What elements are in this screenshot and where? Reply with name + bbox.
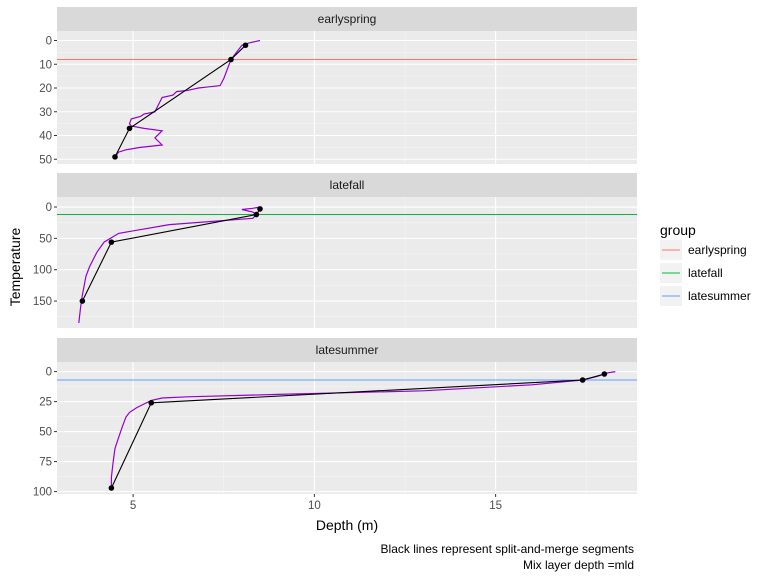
segment-line-latefall — [81, 208, 261, 302]
facet-strip-label: latefall — [330, 178, 365, 192]
segment-point — [601, 371, 608, 377]
segment-point — [112, 154, 118, 160]
facet-strip-label: earlyspring — [318, 12, 377, 26]
panel-background — [57, 31, 637, 164]
y-tick-label: 25 — [39, 397, 52, 409]
segment-point — [253, 211, 260, 218]
x-tick-label: 15 — [489, 500, 502, 512]
facet-panel-latesummer: latesummer 0 25 50 75 100 — [33, 338, 637, 499]
segment-point — [148, 400, 155, 406]
y-tick-label: 30 — [39, 107, 52, 119]
facet-strip-label: latesummer — [316, 343, 379, 357]
y-tick-label: 20 — [39, 83, 52, 95]
y-tick-label: 40 — [39, 131, 52, 143]
facet-panels: earlyspring01020304050latefall050100150l… — [33, 7, 637, 499]
segment-point — [126, 125, 133, 132]
segment-point — [579, 377, 586, 383]
panel-background — [57, 197, 637, 328]
y-tick-label: 0 — [46, 36, 52, 48]
caption-line-1: Black lines represent split-and-merge se… — [381, 542, 634, 556]
y-tick-label: 0 — [46, 202, 52, 214]
segment-point — [242, 42, 249, 49]
segment-point — [257, 206, 263, 212]
legend-label-latefall: latefall — [688, 266, 723, 280]
facet-panel-earlyspring: earlyspring 0 10 20 30 40 50 — [39, 7, 637, 166]
legend-label-earlyspring: earlyspring — [688, 243, 747, 257]
caption-line-2: Mix layer depth =mld — [523, 558, 634, 572]
facet-strip — [57, 338, 637, 362]
segment-line-latesummer — [110, 373, 605, 489]
y-axis-title: Temperature — [7, 227, 23, 306]
y-tick-label: 150 — [33, 296, 52, 308]
temperature-profile-latefall — [78, 206, 261, 324]
y-tick-label: 100 — [33, 487, 52, 499]
y-tick-label: 100 — [33, 265, 52, 277]
y-tick-label: 50 — [39, 154, 52, 166]
y-tick-label: 0 — [46, 367, 52, 379]
y-tick-label: 50 — [39, 427, 52, 439]
segment-point — [108, 485, 115, 491]
legend-label-latesummer: latesummer — [688, 289, 751, 303]
segment-point — [228, 56, 234, 63]
facet-panel-latefall: latefall 0 50 100 150 — [33, 173, 637, 328]
x-axis-title: Depth (m) — [316, 517, 378, 533]
segment-point — [79, 298, 86, 304]
y-tick-label: 75 — [39, 457, 52, 469]
y-tick-label: 50 — [39, 233, 52, 245]
legend-title: group — [660, 222, 696, 238]
x-tick-label: 10 — [308, 500, 321, 512]
segment-line-earlyspring — [114, 44, 246, 158]
facet-strip — [57, 7, 637, 31]
legend: group earlyspring latefall latesummer — [660, 222, 751, 306]
segment-point — [108, 239, 115, 245]
facet-strip — [57, 173, 637, 197]
x-axis: 5 10 15 — [130, 494, 502, 512]
x-tick-label: 5 — [130, 500, 136, 512]
y-tick-label: 10 — [39, 59, 52, 71]
